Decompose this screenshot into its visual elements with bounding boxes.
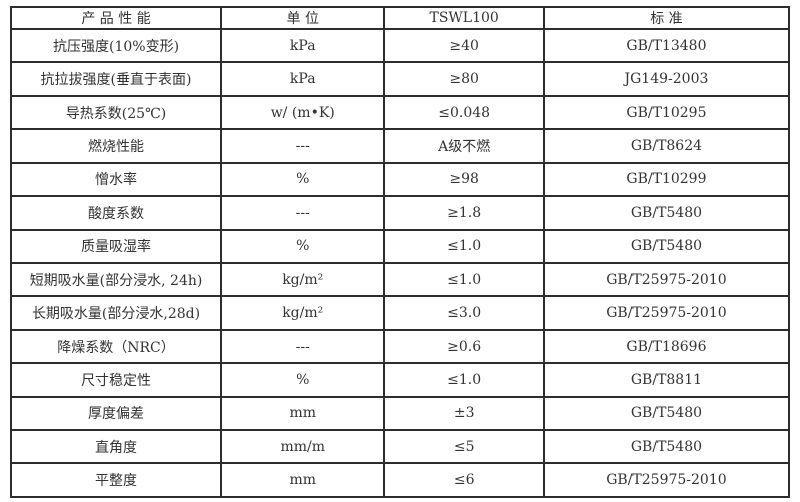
table-cell-standard: GB/T10295 — [542, 94, 791, 131]
table-cell-value: ≥1.8 — [383, 195, 545, 231]
table-cell-standard: GB/T25975-2010 — [542, 261, 791, 298]
table-cell-unit: --- — [220, 128, 386, 164]
table-row: 厚度偏差 mm ±3 GB/T5480 — [9, 395, 791, 432]
table-cell-value: ≤5 — [383, 429, 545, 465]
column-header-standard: 标 准 — [542, 6, 791, 30]
table-row: 直角度 mm/m ≤5 GB/T5480 — [9, 429, 791, 465]
table-cell-property: 尺寸稳定性 — [9, 362, 223, 398]
table-cell-standard: GB/T25975-2010 — [542, 295, 791, 331]
table-row: 降燥系数（NRC） --- ≥0.6 GB/T18696 — [9, 328, 791, 365]
table-row: 抗压强度(10%变形) kPa ≥40 GB/T13480 — [9, 27, 791, 64]
table-cell-standard: GB/T5480 — [542, 195, 791, 231]
table-cell-standard: GB/T25975-2010 — [542, 462, 791, 498]
table-cell-value: A级不燃 — [383, 128, 545, 164]
table-cell-value: ≥40 — [383, 27, 545, 64]
table-cell-standard: GB/T18696 — [542, 328, 791, 365]
table-row: 酸度系数 --- ≥1.8 GB/T5480 — [9, 195, 791, 231]
table-cell-standard: JG149-2003 — [542, 61, 791, 97]
table-cell-unit: --- — [220, 195, 386, 231]
table-cell-unit: mm/m — [220, 429, 386, 465]
column-header-value: TSWL100 — [383, 6, 545, 30]
table-cell-property: 酸度系数 — [9, 195, 223, 231]
table-cell-standard: GB/T5480 — [542, 228, 791, 264]
table-cell-property: 直角度 — [9, 429, 223, 465]
table-cell-unit: kPa — [220, 61, 386, 97]
table-cell-property: 抗拉拔强度(垂直于表面) — [9, 61, 223, 97]
table-row: 尺寸稳定性% ≤1.0 GB/T8811 — [9, 362, 791, 398]
table-cell-value: ≤1.0 — [383, 362, 545, 398]
table-cell-value: ≤1.0 — [383, 261, 545, 298]
table-row: 质量吸湿率% ≤1.0 GB/T5480 — [9, 228, 791, 264]
table-cell-value: ≥80 — [383, 61, 545, 97]
table-cell-property: 导热系数(25℃) — [9, 94, 223, 131]
table-cell-property: 短期吸水量(部分浸水, 24h) — [9, 261, 223, 298]
table-cell-property: 厚度偏差 — [9, 395, 223, 432]
table-cell-standard: GB/T5480 — [542, 429, 791, 465]
table-cell-unit: kPa — [220, 27, 386, 64]
table-row: 长期吸水量(部分浸水,28d) kg/m² ≤3.0 GB/T25975-2010 — [9, 295, 791, 331]
table-cell-unit: % — [220, 161, 386, 198]
table-row: 燃烧性能 --- A级不燃 GB/T8624 — [9, 128, 791, 164]
table-cell-value: ≥0.6 — [383, 328, 545, 365]
table-row: 导热系数(25℃) w/ (m•K) ≤0.048 GB/T10295 — [9, 94, 791, 131]
table-cell-unit: kg/m² — [220, 261, 386, 298]
table-cell-value: ≥98 — [383, 161, 545, 198]
table-row: 憎水率% ≥98 GB/T10299 — [9, 161, 791, 198]
column-header-unit: 单 位 — [220, 6, 386, 30]
table-cell-unit: mm — [220, 462, 386, 498]
table-cell-unit: kg/m² — [220, 295, 386, 331]
table-cell-unit: --- — [220, 328, 386, 365]
table-cell-property: 燃烧性能 — [9, 128, 223, 164]
table-body: 抗压强度(10%变形) kPa ≥40 GB/T13480 抗拉拔强度(垂直于表面) kP… — [9, 27, 791, 498]
table-cell-standard: GB/T8624 — [542, 128, 791, 164]
table-cell-value: ≤6 — [383, 462, 545, 498]
table-cell-property: 憎水率 — [9, 161, 223, 198]
table-cell-unit: % — [220, 228, 386, 264]
table-cell-unit: w/ (m•K) — [220, 94, 386, 131]
table-cell-standard: GB/T5480 — [542, 395, 791, 432]
table-cell-standard: GB/T10299 — [542, 161, 791, 198]
table-cell-property: 平整度 — [9, 462, 223, 498]
column-header-property: 产 品 性 能 — [9, 6, 223, 30]
table-cell-property: 质量吸湿率 — [9, 228, 223, 264]
table-row: 抗拉拔强度(垂直于表面) kPa ≥80 JG149-2003 — [9, 61, 791, 97]
table-cell-value: ≤1.0 — [383, 228, 545, 264]
table-cell-property: 抗压强度(10%变形) — [9, 27, 223, 64]
table-header-row: 产 品 性 能 单 位 TSWL100 标 准 — [9, 6, 791, 30]
table-cell-standard: GB/T13480 — [542, 27, 791, 64]
product-performance-table: 产 品 性 能 单 位 TSWL100 标 准 抗压强度(10%变形) kPa ≥4… — [9, 6, 791, 498]
table-cell-value: ≤3.0 — [383, 295, 545, 331]
table-cell-value: ≤0.048 — [383, 94, 545, 131]
table-cell-property: 降燥系数（NRC） — [9, 328, 223, 365]
table-cell-standard: GB/T8811 — [542, 362, 791, 398]
table-row: 短期吸水量(部分浸水, 24h) kg/m² ≤1.0 GB/T25975-2010 — [9, 261, 791, 298]
table-cell-value: ±3 — [383, 395, 545, 432]
table-row: 平整度 mm ≤6 GB/T25975-2010 — [9, 462, 791, 498]
table-cell-unit: mm — [220, 395, 386, 432]
table-cell-property: 长期吸水量(部分浸水,28d) — [9, 295, 223, 331]
table-cell-unit: % — [220, 362, 386, 398]
